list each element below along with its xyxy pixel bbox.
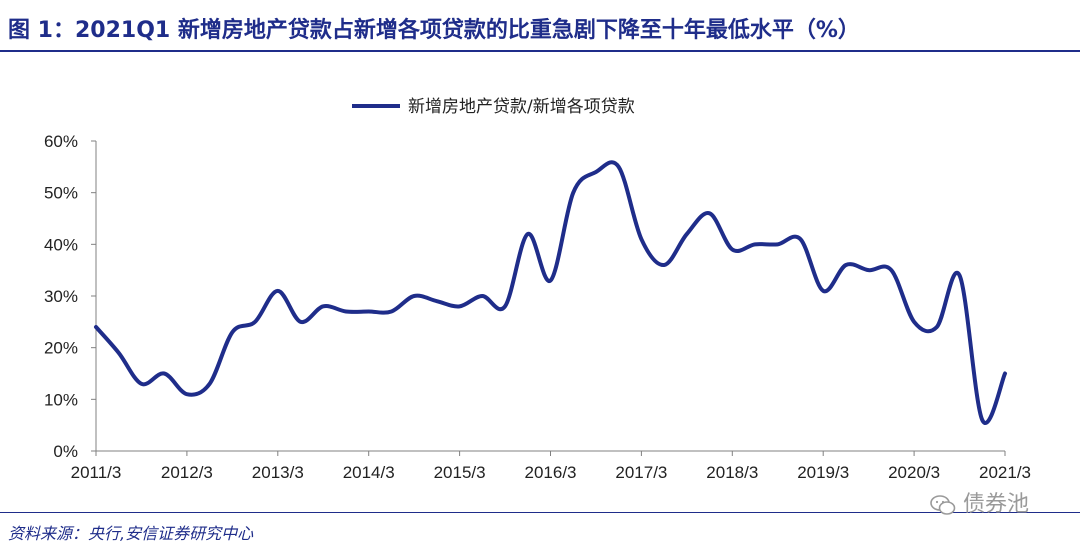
x-tick-label: 2021/3 bbox=[979, 463, 1031, 482]
watermark: 债券池 bbox=[930, 486, 1029, 518]
y-tick-label: 30% bbox=[44, 287, 78, 306]
watermark-text: 债券池 bbox=[963, 492, 1030, 517]
y-tick-label: 40% bbox=[44, 235, 78, 254]
wechat-icon bbox=[930, 495, 956, 515]
series-lines bbox=[94, 160, 1007, 425]
chart-legend: 新增房地产贷款/新增各项贷款 bbox=[352, 97, 635, 117]
figure-title: 图 1：2021Q1 新增房地产贷款占新增各项贷款的比重急剧下降至十年最低水平（… bbox=[8, 18, 860, 43]
x-tick-label: 2013/3 bbox=[252, 463, 304, 482]
legend-label: 新增房地产贷款/新增各项贷款 bbox=[408, 97, 635, 117]
x-tick-label: 2018/3 bbox=[706, 463, 758, 482]
title-divider bbox=[0, 50, 1080, 52]
x-tick-label: 2011/3 bbox=[71, 463, 122, 482]
x-tick-label: 2016/3 bbox=[525, 463, 577, 482]
x-axis-ticks: 2011/3 2012/3 2013/3 2014/3 2015/3 2016/3 2017… bbox=[71, 451, 1031, 482]
x-tick-label: 2019/3 bbox=[797, 463, 849, 482]
x-tick-label: 2014/3 bbox=[343, 463, 395, 482]
footer-divider bbox=[0, 512, 1080, 513]
y-tick-label: 50% bbox=[44, 184, 78, 203]
chart-axes bbox=[95, 141, 1005, 452]
source-note: 资料来源：央行,安信证券研究中心 bbox=[8, 524, 254, 543]
x-tick-label: 2020/3 bbox=[888, 463, 940, 482]
y-tick-label: 60% bbox=[44, 132, 78, 151]
y-axis-ticks: 0% 10% 20% 30% 40% 50% 60% bbox=[44, 132, 96, 461]
y-tick-label: 10% bbox=[44, 390, 78, 409]
y-tick-label: 0% bbox=[53, 442, 78, 461]
y-tick-label: 20% bbox=[44, 339, 78, 358]
series-line-0 bbox=[94, 160, 1007, 425]
x-tick-label: 2017/3 bbox=[615, 463, 667, 482]
x-tick-label: 2012/3 bbox=[161, 463, 213, 482]
x-tick-label: 2015/3 bbox=[434, 463, 486, 482]
